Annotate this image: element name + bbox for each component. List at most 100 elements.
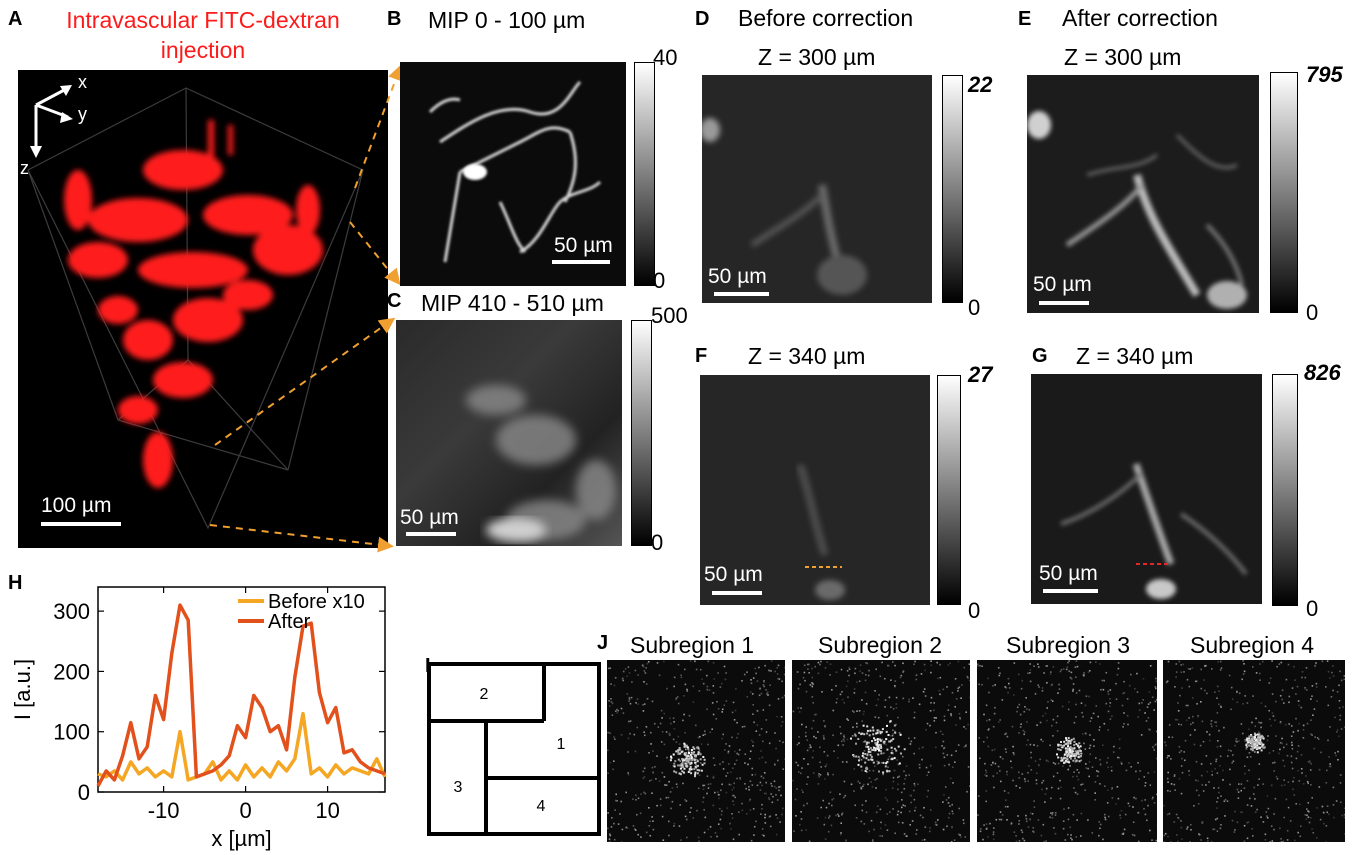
panel-d-scale-label: 50 µm: [708, 265, 767, 288]
region-label-4: 4: [537, 798, 546, 815]
panel-g-cb-max: 826: [1304, 360, 1341, 385]
panel-c-haze: [466, 385, 616, 542]
panel-i-subregion-map: 2 1 3 4: [427, 662, 601, 836]
panel-e-scale-bar: [1039, 301, 1089, 305]
panel-label-b: B: [387, 8, 402, 30]
x-tick-label: -10: [148, 798, 180, 823]
chart-x-label: x [µm]: [211, 826, 271, 851]
panel-c-colorbar: [631, 320, 652, 546]
axis-y-label: y: [78, 104, 87, 124]
axis-z-label: z: [20, 158, 29, 178]
panel-d-cb-max: 22: [968, 72, 993, 97]
panel-a-3d-render: x y z 100 µm: [18, 70, 388, 548]
series-line-after: [96, 603, 386, 787]
panel-label-e: E: [1018, 8, 1032, 30]
subregion-4-noise: [1163, 660, 1345, 842]
panel-e-cb-min: 0: [1306, 300, 1319, 325]
panel-b-vessels: [428, 80, 602, 263]
chart-lines: [96, 603, 387, 787]
axis-x-label: x: [78, 72, 87, 92]
subregion-3-image: [977, 660, 1157, 842]
panel-c-scale-bar: [406, 532, 456, 536]
panel-a-scale-label: 100 µm: [41, 494, 112, 517]
panel-label-g: G: [1032, 345, 1048, 367]
panel-c-scale-label: 50 µm: [400, 506, 459, 529]
panel-g-scale-label: 50 µm: [1039, 562, 1098, 585]
panel-label-j: J: [597, 632, 609, 654]
panel-e-title: After correction: [1062, 5, 1218, 31]
panel-e-subtitle: Z = 300 µm: [1064, 44, 1182, 70]
y-tick-label: 300: [53, 599, 90, 624]
panel-e-cb-max: 795: [1306, 62, 1343, 87]
subregion-1-noise: [607, 660, 785, 842]
panel-g-title: Z = 340 µm: [1076, 343, 1194, 369]
panel-d-cb-min: 0: [968, 295, 981, 320]
subregion-2-image: [792, 660, 970, 842]
series-line-before: [97, 711, 387, 782]
panel-g-image: 50 µm: [1031, 374, 1262, 604]
chart-y-label: I [a.u.]: [10, 659, 35, 720]
panel-label-d: D: [695, 8, 710, 30]
panel-f-cb-min: 0: [968, 598, 981, 623]
region-label-1: 1: [557, 736, 566, 753]
panel-b-image: 50 µm: [400, 62, 626, 286]
panel-b-cb-min: 0: [653, 268, 666, 293]
panel-c-title: MIP 410 - 510 µm: [421, 290, 604, 316]
panel-b-title: MIP 0 - 100 µm: [428, 7, 586, 33]
panel-f-cb-max: 27: [968, 362, 993, 387]
panel-b-scale-label: 50 µm: [554, 234, 613, 257]
panel-e-image: 50 µm: [1027, 75, 1259, 313]
panel-a-vasculature: [64, 120, 323, 488]
subregion-4-image: [1163, 660, 1345, 842]
panel-c-cb-max: 500: [651, 303, 688, 328]
region-label-3: 3: [454, 779, 463, 796]
panel-b-colorbar: [634, 62, 655, 286]
panel-d-scale-bar: [714, 292, 769, 296]
panel-label-h: H: [8, 572, 23, 594]
axis-indicator: [30, 85, 73, 158]
y-tick-label: 200: [53, 659, 90, 684]
subregion-2-noise: [792, 660, 970, 842]
panel-g-scale-bar: [1043, 589, 1098, 593]
legend-label: After: [268, 611, 311, 633]
panel-d-colorbar: [942, 75, 963, 303]
panel-e-colorbar: [1270, 72, 1298, 313]
subregion-1-title: Subregion 1: [630, 632, 755, 658]
panel-f-image: 50 µm: [700, 375, 930, 605]
panel-f-scale-bar: [712, 591, 762, 595]
subregion-3-noise: [977, 660, 1157, 842]
panel-a-render-svg: [27, 87, 364, 530]
panel-f-title: Z = 340 µm: [748, 343, 866, 369]
panel-d-subtitle: Z = 300 µm: [758, 44, 876, 70]
panel-a-title-line1: Intravascular FITC-dextran: [66, 7, 340, 33]
y-tick-label: 100: [53, 720, 90, 745]
panel-a-scale-bar: [41, 522, 121, 526]
plot-frame: [97, 586, 386, 793]
legend-label: Before x10: [268, 591, 365, 613]
panel-b-scale-bar: [552, 260, 610, 264]
subregion-2-title: Subregion 2: [818, 632, 943, 658]
x-tick-label: 0: [239, 798, 251, 823]
panel-label-f: F: [695, 345, 708, 367]
panel-label-c: C: [387, 290, 402, 312]
panel-e-scale-label: 50 µm: [1033, 273, 1092, 296]
panel-c-image: 50 µm: [396, 320, 622, 546]
panel-f-scale-label: 50 µm: [704, 563, 763, 586]
subregion-3-title: Subregion 3: [1006, 632, 1131, 658]
panel-f-vessels: [796, 463, 845, 600]
panel-d-image: 50 µm: [702, 75, 932, 303]
region-label-2: 2: [480, 686, 489, 703]
x-tick-label: 10: [315, 798, 339, 823]
panel-b-cb-max: 40: [653, 45, 678, 70]
panel-g-colorbar: [1272, 374, 1298, 606]
panel-label-a: A: [8, 8, 23, 30]
panel-g-vessels: [1060, 462, 1248, 599]
panel-a-title: Intravascular FITC-dextran injection: [18, 5, 388, 65]
panel-d-title: Before correction: [738, 5, 914, 31]
panel-a-title-line2: injection: [160, 37, 246, 63]
panel-e-vessels: [1027, 111, 1247, 309]
